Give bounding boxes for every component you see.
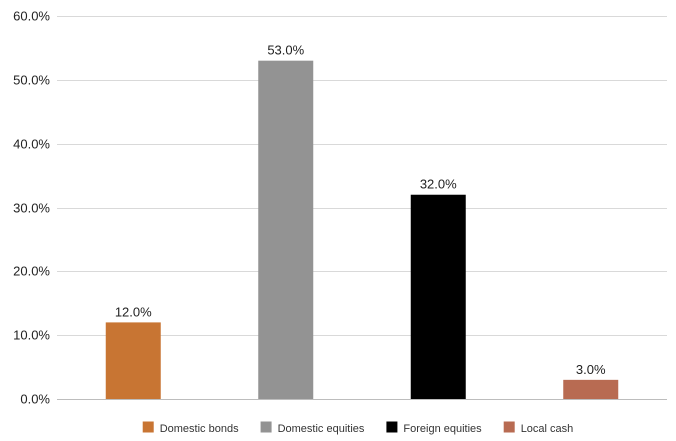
y-tick-label: 0.0% xyxy=(20,392,50,407)
data-label: 32.0% xyxy=(420,177,457,192)
y-tick-label: 20.0% xyxy=(13,264,50,279)
y-tick-label: 30.0% xyxy=(13,201,50,216)
legend-swatch xyxy=(260,421,272,433)
bar-local-cash xyxy=(563,379,619,399)
bar-foreign-equities xyxy=(410,194,466,399)
data-label: 12.0% xyxy=(115,304,152,319)
legend-label: Domestic bonds xyxy=(160,423,239,435)
y-tick-label: 60.0% xyxy=(13,9,50,24)
legend-item-domestic-bonds: Domestic bonds xyxy=(142,421,239,435)
y-tick-label: 50.0% xyxy=(13,73,50,88)
bars xyxy=(105,60,619,399)
y-axis-ticks: 0.0% 10.0% 20.0% 30.0% 40.0% 50.0% 60.0% xyxy=(13,9,50,407)
y-tick-label: 10.0% xyxy=(13,328,50,343)
legend-label: Foreign equities xyxy=(403,423,482,435)
data-label: 3.0% xyxy=(576,362,606,377)
legend-swatch xyxy=(503,421,515,433)
legend-swatch xyxy=(386,421,398,433)
legend: Domestic bonds Domestic equities Foreign e… xyxy=(142,421,574,435)
data-label: 53.0% xyxy=(267,43,304,58)
legend-item-local-cash: Local cash xyxy=(503,421,574,435)
y-tick-label: 40.0% xyxy=(13,137,50,152)
legend-item-foreign-equities: Foreign equities xyxy=(386,421,482,435)
legend-label: Domestic equities xyxy=(278,423,365,435)
legend-swatch xyxy=(142,421,154,433)
data-labels: 12.0% 53.0% 32.0% 3.0% xyxy=(115,43,606,377)
bar-domestic-bonds xyxy=(105,322,161,399)
legend-label: Local cash xyxy=(521,423,574,435)
bar-domestic-equities xyxy=(258,60,314,399)
legend-item-domestic-equities: Domestic equities xyxy=(260,421,365,435)
